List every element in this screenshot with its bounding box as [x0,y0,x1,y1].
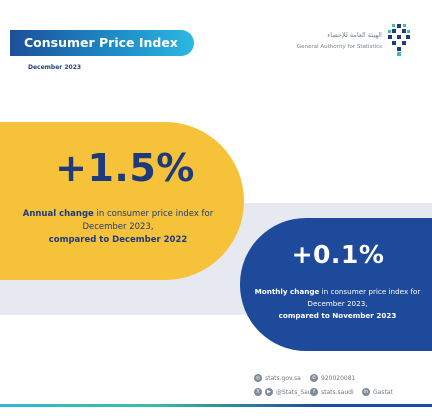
gastat-logo: الهيئة العامة للإحصاء General Authority … [292,22,412,66]
annual-change-description: Annual change in consumer price index fo… [18,208,218,247]
facebook-icon: f [310,388,318,396]
footer-website-text: stats.gov.sa [265,374,301,382]
report-period: December 2023 [28,64,82,71]
monthly-change-card [240,218,432,351]
page-title: Consumer Price Index [10,30,194,56]
footer-linkedin-text: Gastat [373,388,393,396]
phone-icon: ✆ [310,374,318,382]
footer-facebook[interactable]: f stats.saudi [310,388,354,396]
youtube-icon: ▶ [265,388,273,396]
logo-english-text: General Authority for Statistics [296,44,382,50]
footer-phone[interactable]: ✆ 920020081 [310,374,355,382]
annual-desc-bold-1: Annual change [22,209,94,219]
linkedin-icon: in [362,388,370,396]
annual-desc-bold-2: compared to December 2022 [48,235,188,245]
monthly-change-value: +0.1% [291,240,385,269]
annual-change-value: +1.5% [55,146,195,190]
footer-twitter-text: @Stats_Saudi [276,388,318,396]
monthly-desc-bold-1: Monthly change [254,287,320,296]
globe-icon: ◎ [254,374,262,382]
footer-website[interactable]: ◎ stats.gov.sa [254,374,301,382]
monthly-change-description: Monthly change in consumer price index f… [250,286,425,322]
x-icon: X [254,388,262,396]
footer-facebook-text: stats.saudi [321,388,354,396]
monthly-desc-text: in consumer price index for December 202… [307,287,421,308]
footer-phone-text: 920020081 [321,374,356,382]
annual-change-card [0,122,244,280]
gastat-logo-icon [388,24,410,56]
footer-accent-rule [0,404,432,407]
monthly-desc-bold-2: compared to November 2023 [278,311,397,320]
footer-twitter[interactable]: X ▶ @Stats_Saudi [254,388,317,396]
footer-linkedin[interactable]: in Gastat [362,388,393,396]
logo-arabic-text: الهيئة العامة للإحصاء [327,31,382,39]
annual-desc-text: in consumer price index for December 202… [82,209,214,232]
